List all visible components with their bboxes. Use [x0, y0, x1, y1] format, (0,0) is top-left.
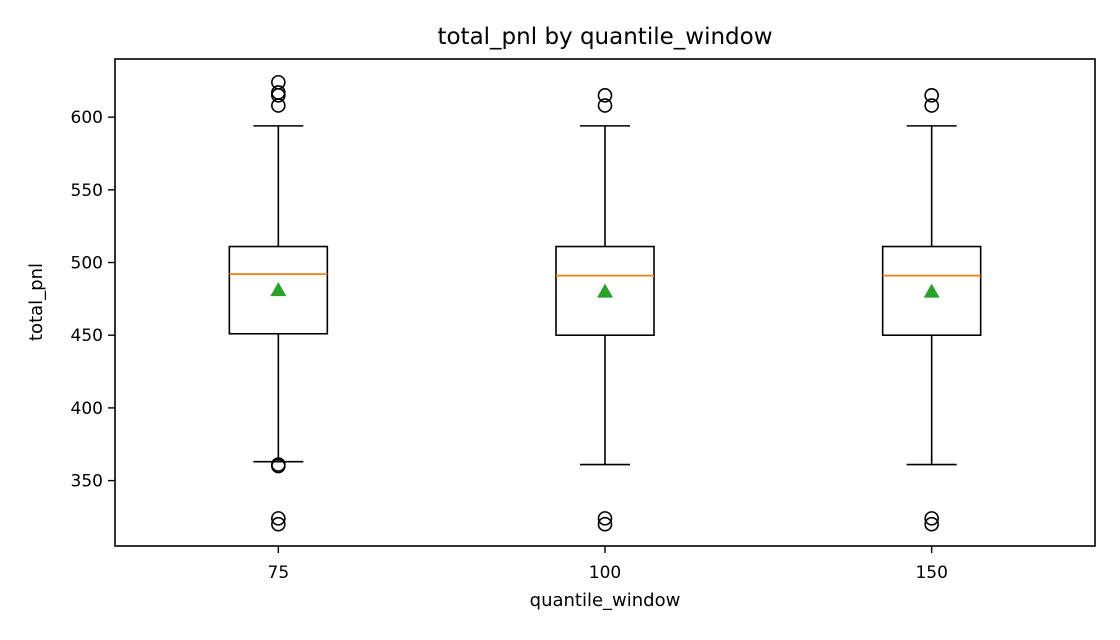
box-group-150	[881, 88, 982, 532]
outlier-point	[271, 457, 286, 472]
outlier-point	[597, 511, 613, 526]
outlier-point	[597, 88, 613, 103]
outlier-point	[271, 74, 286, 90]
x-tick-label: 75	[268, 563, 290, 583]
x-tick-label: 150	[915, 563, 947, 583]
iqr-box	[555, 245, 655, 337]
outlier-point	[271, 516, 286, 532]
outlier-point	[924, 511, 939, 526]
x-axis-label: quantile_window	[530, 590, 681, 611]
box-group-75	[228, 74, 329, 532]
y-tick-label: 350	[71, 472, 103, 492]
mean-marker	[270, 282, 287, 297]
mean-marker	[597, 283, 613, 298]
outlier-point	[924, 516, 939, 532]
outlier-point	[597, 98, 613, 113]
y-tick-label: 450	[71, 326, 103, 346]
iqr-box	[228, 245, 329, 335]
y-tick-label: 600	[71, 108, 103, 128]
chart-title: total_pnl by quantile_window	[437, 24, 772, 50]
y-tick-label: 500	[71, 254, 103, 274]
box-group-100	[555, 88, 655, 532]
outlier-point	[271, 511, 286, 526]
outlier-point	[597, 516, 613, 532]
plot-area	[228, 74, 982, 532]
iqr-box	[881, 245, 982, 337]
y-tick-label: 550	[71, 181, 103, 201]
y-tick-label: 400	[71, 399, 103, 419]
outlier-point	[271, 85, 286, 100]
mean-marker	[923, 283, 940, 298]
x-tick-label: 100	[589, 563, 621, 583]
y-axis-label: total_pnl	[26, 263, 47, 341]
outlier-point	[924, 98, 939, 113]
outlier-point	[924, 88, 939, 103]
